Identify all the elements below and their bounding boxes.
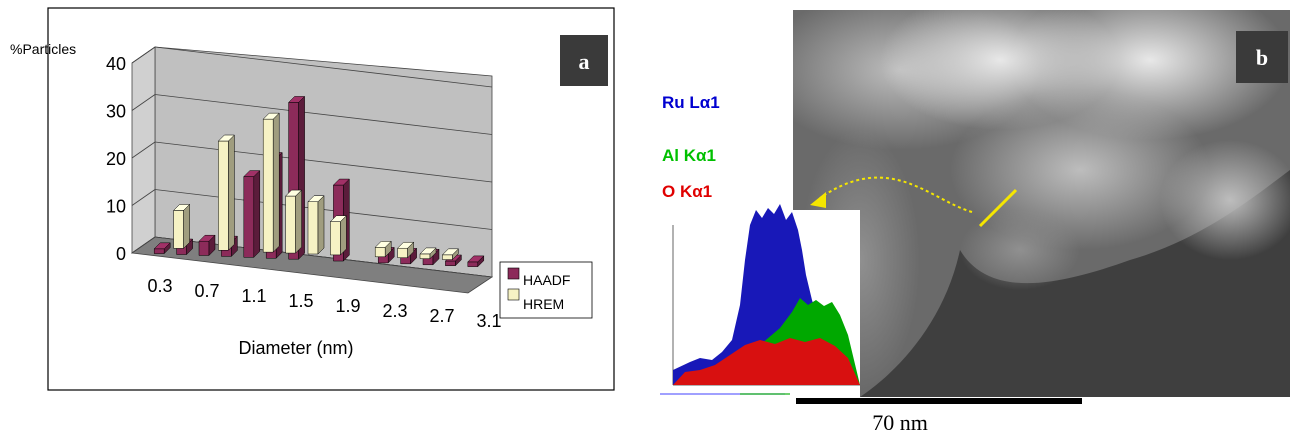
y-tick-label: 30: [106, 102, 126, 122]
legend-swatch-hrem: [507, 288, 520, 301]
edx-profile-background: [648, 210, 860, 410]
x-axis-label: Diameter (nm): [238, 338, 353, 358]
grain-glow: [793, 10, 1040, 150]
x-axis-ticks: 0.3 0.7 1.1 1.5 1.9 2.3 2.7 3.1: [147, 276, 501, 331]
y-tick-label: 10: [106, 197, 126, 217]
edx-al-profile: [673, 298, 860, 385]
edx-profile: [648, 204, 860, 410]
panel-b-tag: b: [1256, 45, 1268, 70]
bar-hrem: [262, 112, 280, 253]
bar-hrem: [329, 215, 348, 256]
gridline: [131, 141, 156, 159]
legend-o: O Kα1: [662, 182, 712, 201]
bar-hrem: [172, 203, 191, 250]
bar-haadf: [198, 234, 216, 257]
grain-glow: [950, 90, 1210, 250]
x-tick-label: 2.7: [429, 306, 454, 326]
y-axis-label: %Particles: [10, 41, 76, 57]
panel-a-tag-box: [560, 35, 608, 86]
bar-haadf: [153, 242, 171, 255]
stem-image: [793, 10, 1290, 397]
linescan-arrow-path: [819, 176, 973, 213]
gridline: [131, 189, 156, 206]
legend-al: Al Kα1: [662, 146, 716, 165]
y-axis-ticks: 0 10 20 30 40: [106, 54, 126, 264]
bar-hrem: [307, 195, 325, 255]
legend: HAADF HREM: [499, 261, 593, 319]
y-tick-label: 40: [106, 54, 126, 74]
gridline: [154, 46, 493, 88]
bar-haadf: [467, 255, 485, 268]
edx-o-profile: [673, 338, 860, 385]
x-tick-label: 1.9: [335, 296, 360, 316]
grain-glow: [880, 10, 1120, 130]
linescan-arrowhead: [810, 192, 826, 208]
x-tick-label: 3.1: [476, 311, 501, 331]
support-grain: [793, 10, 1290, 397]
y-tick-label: 20: [106, 149, 126, 169]
bar-hrem: [284, 189, 303, 254]
bars: [153, 95, 485, 268]
x-tick-label: 1.5: [288, 291, 313, 311]
gridline: [154, 141, 493, 183]
gridline: [131, 46, 156, 64]
bar-hrem: [441, 248, 460, 261]
gridline: [154, 94, 493, 135]
x-tick-label: 2.3: [382, 301, 407, 321]
x-tick-label: 0.7: [194, 281, 219, 301]
bar-hrem: [419, 247, 437, 260]
panel-a-tag: a: [579, 49, 590, 74]
edx-ru-profile: [673, 204, 860, 385]
stem-image-background: [793, 10, 1290, 397]
particle-size-chart: 0 10 20 30 40 0.3 0.7 1.1 1.5 1.9 2.3 2.7 3.1 %Part…: [10, 7, 615, 391]
panel-b-tag-box: [1236, 31, 1288, 83]
legend-entry-hrem: HREM: [523, 296, 564, 312]
bar-hrem: [217, 134, 236, 251]
grain-glow: [1160, 140, 1290, 260]
bar-hrem: [374, 240, 392, 258]
legend-swatch-haadf: [507, 267, 520, 280]
x-tick-label: 0.3: [147, 276, 172, 296]
legend-entry-haadf: HAADF: [523, 272, 570, 288]
grain-glow: [800, 130, 920, 390]
grain-glow: [960, 210, 1080, 290]
bar-hrem: [396, 241, 415, 259]
gridline: [131, 94, 156, 111]
legend-ru: Ru Lα1: [662, 93, 720, 112]
y-tick-label: 0: [116, 244, 126, 264]
bar-haadf: [243, 169, 261, 258]
grain-glow: [1010, 10, 1290, 140]
scale-bar-label: 70 nm: [872, 410, 928, 435]
gridline: [131, 236, 156, 254]
linescan-marker: [978, 188, 1018, 228]
x-tick-label: 1.1: [241, 286, 266, 306]
